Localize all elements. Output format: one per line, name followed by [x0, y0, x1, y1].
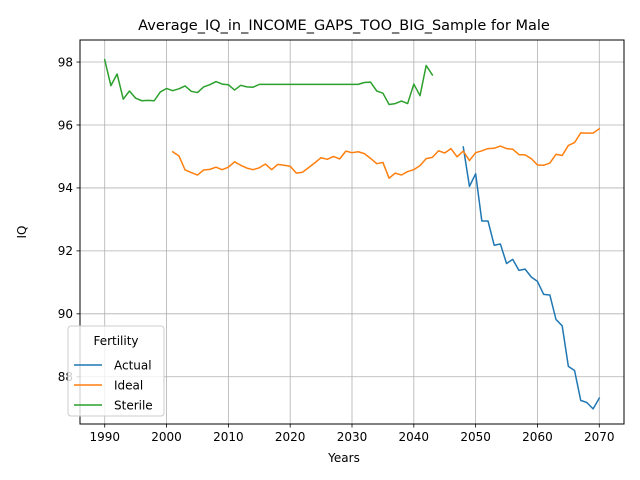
x-tick-label: 2000 — [151, 430, 182, 444]
x-tick-label: 1990 — [89, 430, 120, 444]
x-tick-label: 2030 — [337, 430, 368, 444]
legend-label-sterile: Sterile — [114, 398, 153, 412]
x-axis-label: Years — [327, 451, 360, 465]
series-layer — [103, 58, 601, 410]
x-tick-label: 2040 — [399, 430, 430, 444]
grid-lines — [80, 40, 624, 424]
x-tick-label: 2050 — [460, 430, 491, 444]
legend-frame — [67, 325, 165, 417]
legend-label-ideal: Ideal — [114, 378, 143, 392]
series-line-actual — [462, 146, 601, 410]
x-axis: 1990 2000 2010 2020 2030 2040 2050 2060 2070 — [89, 424, 615, 444]
series-line-ideal — [171, 127, 601, 179]
y-tick-label: 96 — [58, 118, 73, 132]
chart-title: Average_IQ_in_INCOME_GAPS_TOO_BIG_Sample… — [138, 18, 550, 34]
series-line-sterile — [103, 58, 434, 106]
x-tick-label: 2070 — [584, 430, 615, 444]
x-tick-label: 2010 — [213, 430, 244, 444]
y-tick-label: 94 — [58, 181, 73, 195]
x-tick-label: 2020 — [275, 430, 306, 444]
y-tick-label: 90 — [58, 307, 73, 321]
legend-title: Fertility — [93, 334, 138, 348]
y-axis-label: IQ — [15, 226, 29, 239]
x-tick-label: 2060 — [522, 430, 553, 444]
y-tick-label: 98 — [58, 55, 73, 69]
y-tick-label: 92 — [58, 244, 73, 258]
legend-label-actual: Actual — [114, 358, 152, 372]
legend: Fertility Actual Ideal Sterile — [67, 325, 165, 417]
